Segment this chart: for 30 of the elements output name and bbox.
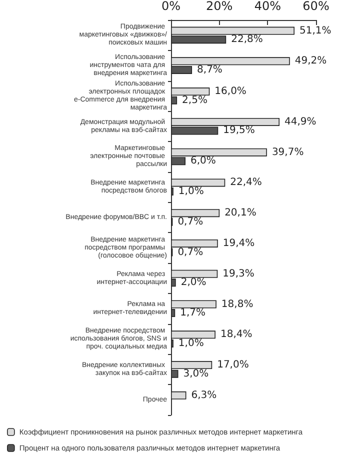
data-label: 0,7% bbox=[178, 246, 204, 258]
data-label: 18,8% bbox=[221, 298, 254, 310]
data-label: 6,0% bbox=[190, 156, 216, 167]
data-label: 8,7% bbox=[197, 64, 222, 76]
data-label: 1,0% bbox=[178, 338, 204, 349]
data-label: 49,2% bbox=[294, 56, 327, 67]
x-tick-label: 20% bbox=[206, 0, 233, 13]
data-label: 1,7% bbox=[180, 308, 206, 319]
data-label: 3,0% bbox=[183, 368, 209, 380]
data-label: 1,0% bbox=[178, 186, 204, 198]
data-label: 2,5% bbox=[182, 94, 208, 106]
data-label: 20,1% bbox=[224, 208, 256, 219]
data-label: 18,4% bbox=[220, 329, 252, 340]
data-label: 22,8% bbox=[231, 34, 263, 46]
x-tick-label: 40% bbox=[254, 0, 282, 13]
data-label: 0,7% bbox=[178, 216, 204, 228]
bar bbox=[171, 391, 186, 400]
data-label: 2,0% bbox=[180, 277, 206, 288]
data-label: 19,5% bbox=[223, 125, 255, 136]
data-label: 19,3% bbox=[222, 268, 254, 280]
data-label: 39,7% bbox=[272, 146, 304, 158]
x-tick-label: 60% bbox=[302, 0, 330, 13]
data-label: 44,9% bbox=[284, 116, 316, 128]
data-label: 6,3% bbox=[191, 390, 217, 401]
data-label: 17,0% bbox=[217, 360, 249, 371]
data-label: 51,1% bbox=[299, 25, 332, 36]
x-tick-label: 0% bbox=[161, 0, 181, 13]
data-label: 16,0% bbox=[214, 86, 246, 98]
data-label: 19,4% bbox=[222, 238, 255, 249]
data-label: 22,4% bbox=[230, 177, 262, 188]
